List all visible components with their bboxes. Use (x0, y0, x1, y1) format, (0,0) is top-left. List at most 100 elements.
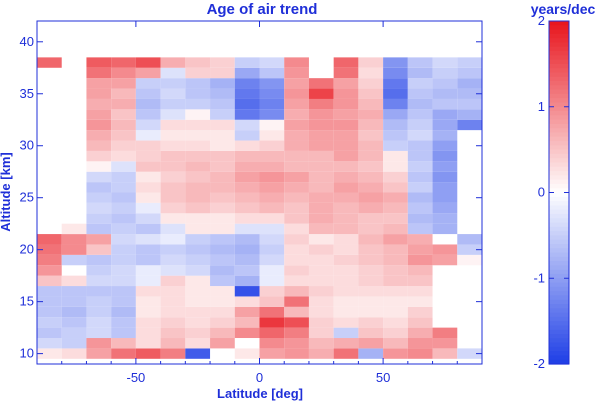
heatmap-cell (432, 254, 458, 266)
heatmap-cell (333, 78, 359, 89)
heatmap-cell (333, 286, 359, 297)
heatmap-cell (308, 78, 334, 89)
colorbar-swatch (549, 59, 569, 65)
heatmap-cell (111, 161, 136, 172)
heatmap-cell (37, 286, 62, 297)
heatmap-cell (210, 171, 235, 183)
heatmap-cell (86, 254, 112, 266)
heatmap-cell (407, 348, 433, 359)
heatmap-cell (284, 202, 309, 214)
y-tick-label: 10 (20, 346, 34, 361)
colorbar-swatch (549, 346, 569, 352)
heatmap-cell (383, 223, 408, 235)
heatmap-cell (383, 98, 408, 110)
y-tick-label: 35 (20, 86, 34, 101)
heatmap-cell (185, 202, 211, 214)
heatmap-cell (111, 88, 136, 99)
heatmap-cell (407, 67, 433, 79)
heatmap-cell (86, 327, 112, 339)
heatmap-cell (185, 130, 211, 141)
heatmap-cell (160, 88, 186, 99)
heatmap-cell (333, 202, 359, 214)
heatmap-cell (111, 234, 136, 245)
heatmap-cell (432, 338, 458, 349)
heatmap-cell (111, 265, 136, 276)
heatmap-cell (259, 98, 285, 110)
heatmap-cell (358, 119, 384, 131)
heatmap-cell (86, 338, 112, 349)
heatmap-cell (383, 244, 408, 255)
heatmap-cell (284, 244, 309, 255)
colorbar-swatch (549, 25, 569, 31)
colorbar-swatch (549, 333, 569, 339)
heatmap-cell (210, 223, 235, 235)
heatmap-cell (284, 254, 309, 266)
heatmap-cell (358, 275, 384, 287)
heatmap-cell (160, 213, 186, 224)
colorbar-label: years/dec (531, 1, 596, 17)
heatmap-cell (61, 275, 87, 287)
heatmap-cell (185, 119, 211, 131)
heatmap-cell (111, 348, 136, 359)
heatmap-cell (160, 296, 186, 307)
heatmap-cell (308, 348, 334, 359)
heatmap-cell (358, 171, 384, 183)
heatmap-cell (333, 317, 359, 328)
colorbar-swatch (549, 291, 569, 296)
heatmap-cell (111, 98, 136, 110)
heatmap-cell (308, 88, 334, 99)
heatmap-cell (185, 78, 211, 89)
heatmap-cell (111, 192, 136, 203)
heatmap-cell (210, 244, 235, 255)
heatmap-cell (284, 182, 309, 193)
heatmap-cell (61, 327, 87, 339)
heatmap-cell (284, 67, 309, 79)
heatmap-cell (135, 265, 161, 276)
heatmap-cell (432, 57, 458, 68)
heatmap-cell (383, 327, 408, 339)
heatmap-cell (284, 57, 309, 68)
heatmap-cell (383, 202, 408, 214)
heatmap-cell (383, 317, 408, 328)
heatmap-cell (407, 213, 433, 224)
heatmap-cell (185, 67, 211, 79)
heatmap-cell (37, 275, 62, 287)
heatmap-cell (308, 119, 334, 131)
heatmap-cell (358, 223, 384, 235)
heatmap-cell (234, 67, 260, 79)
heatmap-cell (135, 88, 161, 99)
heatmap-cell (358, 234, 384, 245)
heatmap-cell (457, 234, 482, 245)
heatmap-cell (308, 140, 334, 151)
heatmap-cell (185, 98, 211, 110)
heatmap-cell (111, 244, 136, 255)
heatmap-cell (259, 244, 285, 255)
heatmap-cell (210, 57, 235, 68)
colorbar-swatch (549, 119, 569, 125)
heatmap-cell (333, 254, 359, 266)
heatmap-cell (259, 223, 285, 235)
heatmap-cell (333, 150, 359, 162)
heatmap-cell (160, 78, 186, 89)
heatmap-cell (135, 130, 161, 141)
heatmap-cell (185, 109, 211, 120)
heatmap-cell (284, 119, 309, 131)
heatmap-cell (284, 88, 309, 99)
heatmap-cell (407, 88, 433, 99)
colorbar-swatch (549, 209, 569, 215)
heatmap-cell (259, 57, 285, 68)
heatmap-cell (407, 306, 433, 318)
colorbar-swatch (549, 218, 569, 224)
heatmap-cell (210, 265, 235, 276)
heatmap-cell (383, 119, 408, 131)
heatmap-cell (160, 317, 186, 328)
heatmap-cell (135, 192, 161, 203)
heatmap-cell (284, 223, 309, 235)
x-tick-label: 0 (256, 370, 263, 385)
heatmap-cell (135, 119, 161, 131)
heatmap-cell (135, 327, 161, 339)
heatmap-cell (407, 130, 433, 141)
heatmap-cell (210, 182, 235, 193)
colorbar-swatch (549, 278, 569, 284)
heatmap-cell (86, 286, 112, 297)
